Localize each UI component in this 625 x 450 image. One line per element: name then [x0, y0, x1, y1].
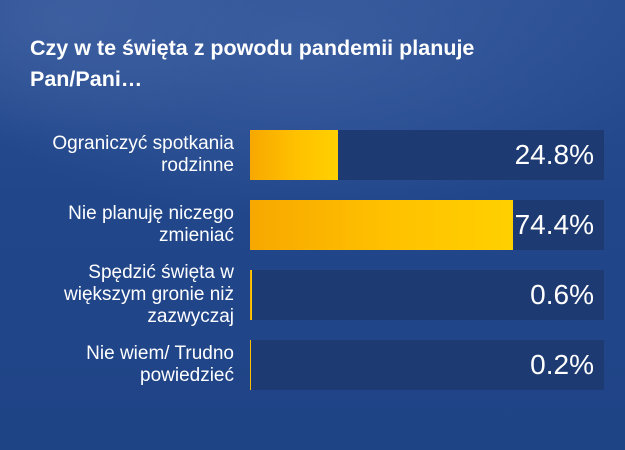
value-label: 0.6% — [530, 279, 594, 310]
bar-track: 0.2% — [250, 340, 604, 390]
value-label: 74.4% — [514, 209, 594, 240]
bar-track: 74.4% — [250, 200, 604, 250]
category-label-line: Nie planuję niczego — [68, 203, 234, 224]
bar — [250, 130, 338, 180]
bar — [250, 340, 252, 390]
value-label: 24.8% — [514, 139, 594, 170]
bar-track: 24.8% — [250, 130, 604, 180]
category-label: Ograniczyć spotkania rodzinne — [14, 130, 234, 180]
category-label-line: Ograniczyć spotkania — [52, 133, 234, 154]
chart-title: Czy w te święta z powodu pandemii planuj… — [30, 36, 475, 91]
category-label-line: rodzinne — [161, 155, 234, 176]
category-label-line: zazwyczaj — [147, 306, 234, 327]
category-label-line: większym gronie niż — [64, 284, 234, 305]
bar-track: 0.6% — [250, 270, 604, 320]
category-label-line: Spędzić święta w — [88, 262, 234, 283]
value-label: 0.2% — [530, 349, 594, 380]
category-label-line: zmieniać — [159, 225, 234, 246]
category-label-line: powiedzieć — [140, 365, 234, 386]
bar — [250, 270, 253, 320]
category-label: Spędzić święta w większym gronie niż zazwy… — [14, 262, 234, 328]
category-label: Nie planuję niczego zmieniać — [14, 200, 234, 250]
category-label: Nie wiem/ Trudno powiedzieć — [14, 340, 234, 390]
category-label-line: Nie wiem/ Trudno — [86, 343, 234, 364]
bar — [250, 200, 514, 250]
